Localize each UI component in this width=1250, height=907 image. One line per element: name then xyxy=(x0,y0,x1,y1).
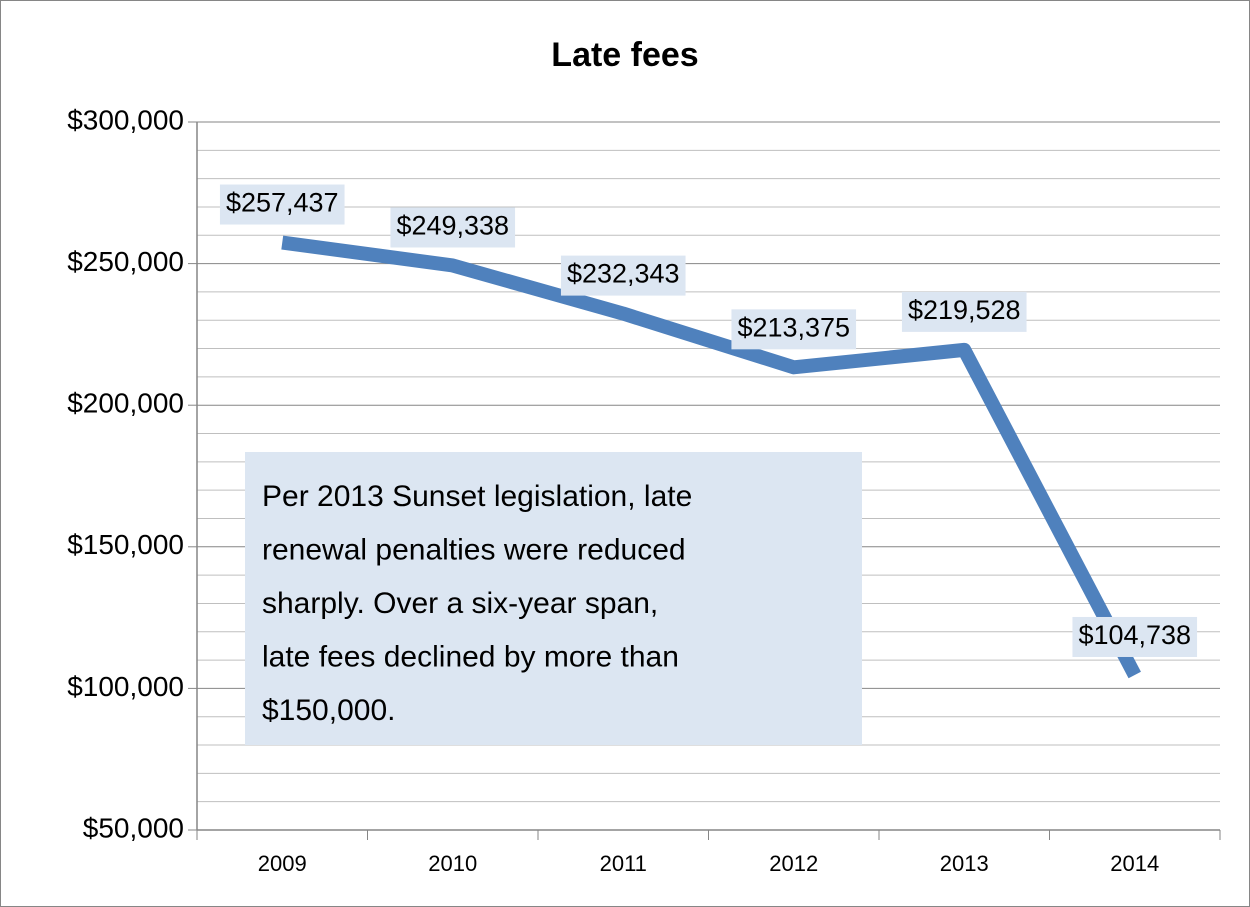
annotation-box xyxy=(245,452,862,745)
y-tick-label: $250,000 xyxy=(67,246,184,277)
data-label-group: $257,437 xyxy=(219,184,345,225)
data-label-box xyxy=(219,184,345,225)
data-label: $104,738 xyxy=(1078,620,1191,650)
data-label: $232,343 xyxy=(567,259,680,289)
x-tick-label: 2014 xyxy=(1110,851,1159,876)
y-tick-label: $200,000 xyxy=(67,388,184,419)
data-label-group: $213,375 xyxy=(731,309,857,350)
x-tick-label: 2012 xyxy=(769,851,818,876)
data-label: $249,338 xyxy=(396,211,509,241)
x-tick-label: 2009 xyxy=(258,851,307,876)
data-label-group: $219,528 xyxy=(901,291,1027,332)
data-label: $213,375 xyxy=(737,312,850,342)
y-tick-label: $50,000 xyxy=(83,812,184,843)
data-label-box xyxy=(1072,616,1198,657)
x-tick-label: 2011 xyxy=(600,851,647,876)
data-label-group: $104,738 xyxy=(1072,616,1198,657)
data-label-box xyxy=(390,207,516,248)
y-tick-label: $100,000 xyxy=(67,671,184,702)
annotation-line: sharply. Over a six-year span, xyxy=(262,587,658,620)
data-label-group: $232,343 xyxy=(560,255,686,296)
line-series xyxy=(281,235,1141,679)
annotation-line: renewal penalties were reduced xyxy=(262,533,686,566)
chart-title: Late fees xyxy=(551,36,698,74)
y-tick-label: $150,000 xyxy=(67,529,184,560)
data-label-box xyxy=(560,255,686,296)
data-label-box xyxy=(901,291,1027,332)
annotation: Per 2013 Sunset legislation, late renewal… xyxy=(245,452,862,745)
x-tick-label: 2010 xyxy=(428,851,477,876)
data-label: $257,437 xyxy=(226,188,339,218)
data-label-group: $249,338 xyxy=(390,207,516,248)
x-tick-label: 2013 xyxy=(940,851,989,876)
annotation-line: late fees declined by more than xyxy=(262,640,679,673)
y-tick-label: $300,000 xyxy=(67,104,184,135)
data-label-box xyxy=(731,309,857,350)
annotation-line: Per 2013 Sunset legislation, late xyxy=(262,480,692,513)
data-label: $219,528 xyxy=(908,295,1021,325)
annotation-line: $150,000. xyxy=(262,694,395,727)
